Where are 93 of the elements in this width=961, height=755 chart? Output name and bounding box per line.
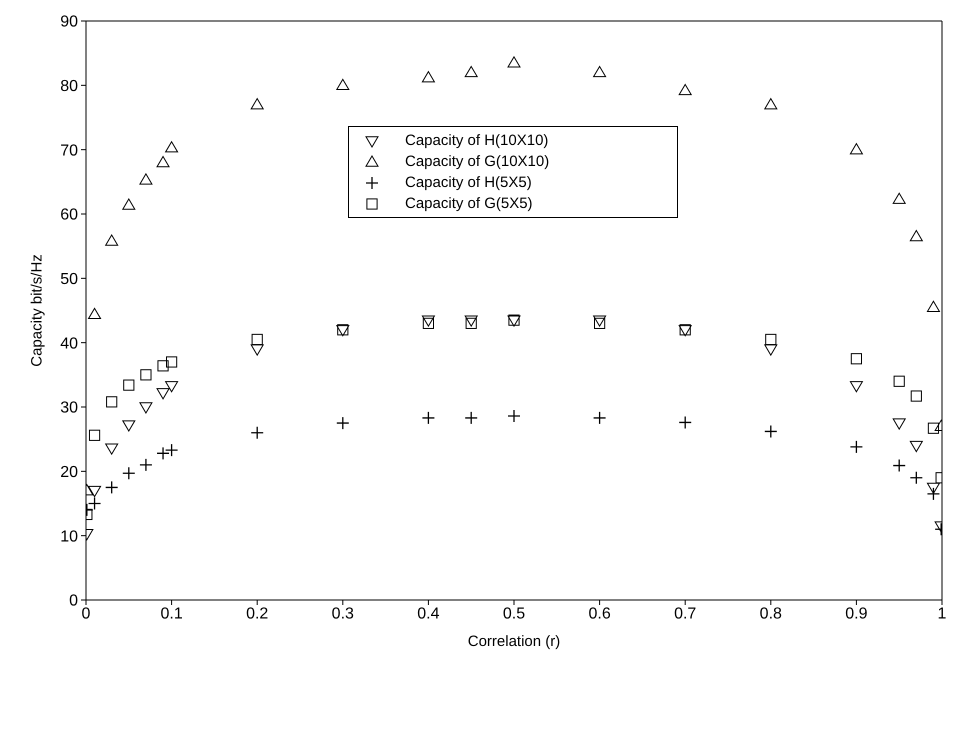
point	[105, 443, 118, 455]
point	[336, 78, 350, 90]
x-tick-label: 0.7	[674, 605, 696, 622]
point	[464, 315, 478, 327]
point	[910, 390, 922, 402]
point	[88, 308, 102, 320]
x-tick-label: 0.2	[246, 605, 268, 622]
y-tick-label: 50	[60, 271, 78, 288]
y-axis-title: Capacity bit/s/Hz	[28, 254, 46, 367]
point	[765, 334, 776, 346]
point	[140, 369, 152, 380]
y-tick-label: 70	[60, 142, 78, 160]
point	[464, 411, 478, 425]
x-tick-label: 0.4	[417, 605, 440, 622]
point	[422, 411, 436, 425]
point	[139, 173, 152, 185]
point	[165, 381, 178, 392]
point	[156, 446, 170, 460]
point	[910, 471, 923, 484]
point	[850, 353, 862, 364]
point	[926, 482, 940, 494]
point	[910, 230, 923, 242]
x-tick-label: 0.6	[588, 605, 611, 622]
point	[892, 418, 906, 430]
point	[926, 487, 940, 500]
point	[592, 411, 606, 425]
point	[105, 234, 118, 246]
y-tick-label: 10	[60, 528, 78, 546]
point	[894, 376, 905, 387]
point	[422, 318, 434, 329]
x-tick-label: 0.1	[160, 605, 183, 622]
point	[466, 318, 477, 329]
point	[928, 422, 940, 434]
point	[850, 440, 864, 454]
y-tick-label: 60	[60, 206, 78, 224]
point	[593, 315, 606, 327]
point	[106, 396, 118, 408]
x-tick-label: 0.3	[332, 605, 354, 622]
point	[764, 98, 778, 110]
point	[678, 416, 692, 430]
legend-label: Capacity of H(5X5)	[405, 174, 532, 191]
point	[508, 56, 520, 68]
y-tick-label: 40	[60, 335, 78, 352]
legend-label: Capacity of G(5X5)	[405, 195, 533, 212]
point	[88, 430, 100, 441]
y-tick-label: 20	[60, 464, 78, 482]
point	[507, 409, 521, 423]
point	[764, 424, 778, 438]
point	[250, 426, 264, 440]
point	[594, 318, 606, 329]
point	[250, 344, 264, 356]
point	[88, 486, 102, 498]
y-tick-label: 0	[69, 592, 78, 610]
point	[156, 156, 170, 168]
x-tick-label: 1	[938, 605, 947, 622]
point	[252, 334, 263, 346]
point	[123, 380, 134, 391]
point	[165, 141, 178, 152]
x-tick-label: 0.5	[502, 605, 526, 622]
x-tick-label: 0.8	[760, 605, 782, 622]
point	[122, 420, 136, 432]
point	[88, 496, 102, 510]
point	[336, 416, 350, 430]
point	[764, 344, 778, 356]
legend-label: Capacity of G(10X10)	[405, 153, 550, 170]
point	[422, 71, 435, 82]
point	[250, 98, 264, 110]
point	[464, 66, 478, 78]
point	[122, 466, 136, 480]
point	[678, 84, 692, 96]
x-axis-title: Correlation (r)	[468, 633, 560, 650]
point	[892, 458, 906, 472]
point	[105, 480, 118, 494]
point	[122, 198, 136, 210]
point	[139, 402, 152, 414]
point	[157, 360, 169, 372]
legend-label: Capacity of H(10X10)	[405, 132, 548, 149]
y-tick-label: 80	[60, 78, 78, 96]
point	[850, 143, 863, 154]
point	[850, 381, 863, 392]
point	[166, 356, 178, 368]
point	[164, 443, 178, 457]
point	[593, 66, 606, 78]
point	[422, 315, 435, 327]
point	[926, 300, 940, 312]
point	[139, 458, 153, 472]
x-tick-label: 0.9	[845, 605, 868, 622]
point	[156, 388, 170, 400]
y-tick-label: 30	[60, 400, 78, 417]
y-tick-label: 90	[60, 14, 78, 31]
point	[910, 440, 923, 452]
x-tick-label: 0	[82, 605, 91, 622]
point	[892, 192, 906, 204]
